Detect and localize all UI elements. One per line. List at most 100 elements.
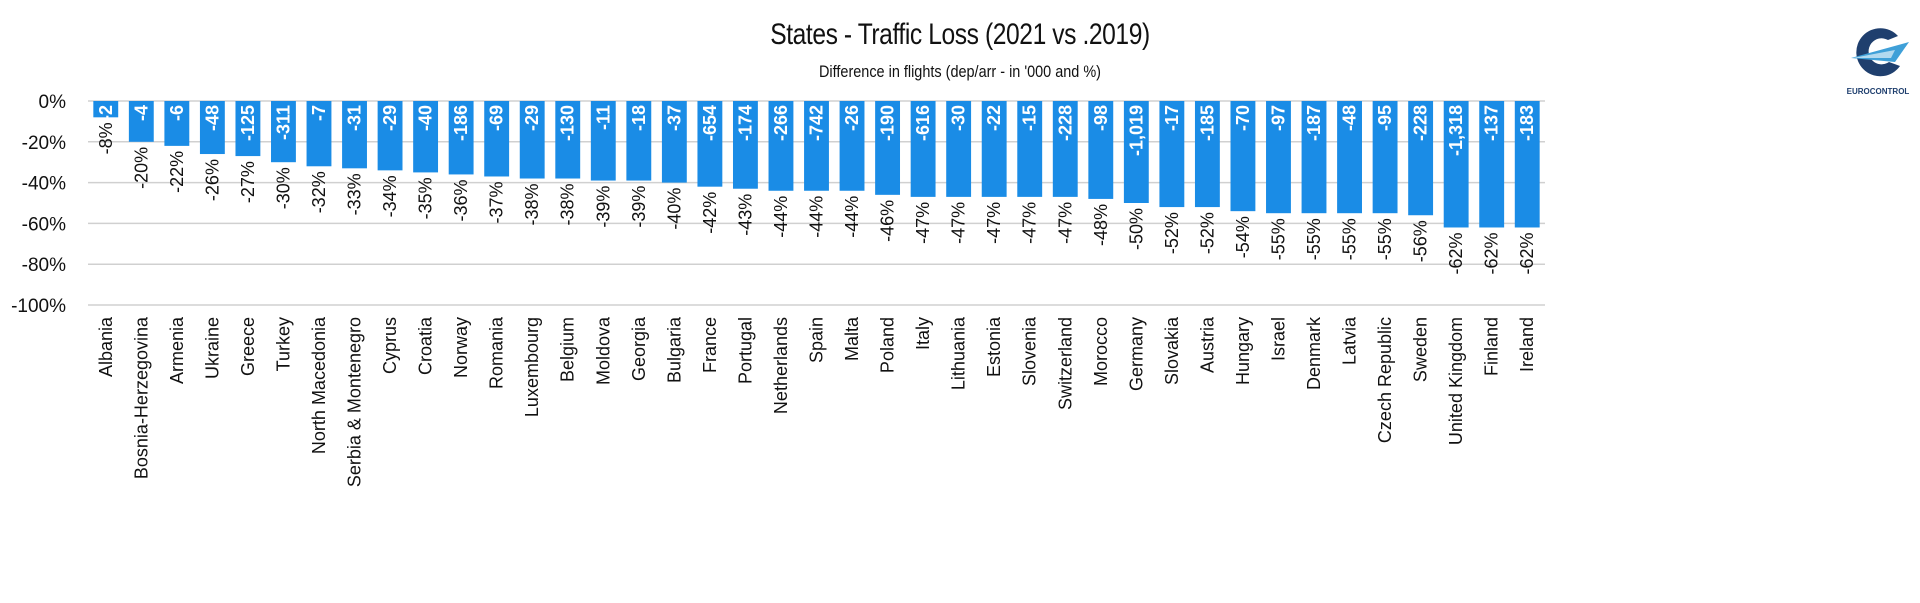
bar-value-percent: -42% — [700, 192, 720, 234]
x-category-label: Denmark — [1304, 316, 1324, 390]
bar — [519, 101, 545, 179]
bar-value-thousands: -1,318 — [1446, 105, 1466, 156]
y-tick-label: -100% — [11, 296, 66, 317]
bar-group: -137 -62% — [1479, 101, 1505, 275]
x-category-label: Portugal — [735, 317, 755, 384]
bar-value-thousands: -95 — [1375, 105, 1395, 131]
bar-group: -69 -37% — [484, 101, 510, 224]
bar — [981, 101, 1007, 197]
bar-value-percent: -52% — [1162, 212, 1182, 254]
bar — [839, 101, 865, 191]
y-tick-label: 0% — [39, 92, 67, 113]
bar — [946, 101, 972, 197]
bar-value-thousands: -228 — [1055, 105, 1075, 141]
x-category-label: Bulgaria — [664, 316, 684, 383]
x-axis: Albania Bosnia-Herzegovina Armenia Ukraine G… — [96, 316, 1537, 487]
bar-value-percent: -52% — [1197, 212, 1217, 254]
y-tick-label: -40% — [22, 174, 66, 195]
x-category-label: Greece — [238, 317, 258, 376]
bar — [1479, 101, 1505, 228]
bar-value-percent: -62% — [1482, 232, 1502, 274]
bar — [661, 101, 687, 183]
bar-value-thousands: -48 — [1340, 105, 1360, 131]
bar — [626, 101, 652, 181]
bar-value-thousands: -1,019 — [1126, 105, 1146, 156]
x-category-label: Malta — [842, 316, 862, 361]
bar — [1123, 101, 1149, 203]
x-category-label: Germany — [1126, 317, 1146, 391]
bar — [910, 101, 936, 197]
bar-value-thousands: -4 — [131, 105, 151, 121]
bar-value-percent: -30% — [273, 167, 293, 209]
bar-value-percent: -8% — [96, 122, 116, 154]
bar-value-thousands: -130 — [558, 105, 578, 141]
bar — [1337, 101, 1362, 214]
x-category-label: Czech Republic — [1375, 317, 1395, 443]
bar — [1230, 101, 1256, 212]
x-category-label: Turkey — [273, 317, 293, 371]
y-tick-label: -80% — [22, 255, 66, 276]
bar-group: -186 -36% — [448, 101, 474, 221]
bar-group: -22 -47% — [981, 101, 1007, 244]
bar-group: -616 -47% — [910, 101, 936, 244]
bar-value-percent: -44% — [842, 196, 862, 238]
bar-value-thousands: -311 — [273, 105, 293, 140]
bar — [377, 101, 403, 171]
x-category-label: Romania — [487, 316, 507, 389]
bar-value-percent: -56% — [1411, 220, 1431, 262]
x-category-label: United Kingdom — [1446, 317, 1466, 445]
bar-value-thousands: -97 — [1268, 105, 1288, 131]
x-category-label: Slovakia — [1162, 316, 1182, 385]
x-category-label: Netherlands — [771, 317, 791, 414]
bar-value-thousands: -31 — [345, 105, 365, 131]
bar-group: -29 -38% — [519, 101, 545, 226]
bar-value-thousands: -190 — [878, 105, 898, 141]
bar-value-percent: -43% — [735, 194, 755, 236]
bar-group: -26 -44% — [839, 101, 865, 238]
bar-value-percent: -47% — [984, 202, 1004, 244]
bar-value-percent: -22% — [167, 151, 187, 193]
x-category-label: Armenia — [167, 316, 187, 384]
y-tick-label: -60% — [22, 214, 66, 235]
x-category-label: Albania — [96, 316, 116, 377]
x-category-label: Bosnia-Herzegovina — [131, 316, 151, 479]
bar-value-percent: -62% — [1446, 232, 1466, 274]
bar — [590, 101, 616, 181]
bar-value-thousands: -185 — [1197, 105, 1217, 141]
bar-group: -183 -62% — [1514, 101, 1540, 275]
bar-value-thousands: -37 — [664, 105, 684, 131]
x-category-label: North Macedonia — [309, 316, 329, 454]
bar-value-thousands: -137 — [1482, 105, 1502, 141]
chart-title: States - Traffic Loss (2021 vs .2019) — [770, 18, 1150, 51]
bar — [1443, 101, 1469, 228]
bar-value-thousands: -15 — [1020, 105, 1040, 131]
x-category-label: Switzerland — [1055, 317, 1075, 410]
bar-value-thousands: -29 — [522, 105, 542, 131]
bar-value-percent: -26% — [202, 159, 222, 201]
bar-value-thousands: -26 — [842, 105, 862, 131]
bar-value-percent: -47% — [949, 202, 969, 244]
x-category-label: Belgium — [558, 317, 578, 382]
x-category-label: Poland — [878, 317, 898, 373]
y-axis: 0% -20% -40% -60% -80% -100% — [11, 92, 66, 317]
bar-group: -228 -47% — [1052, 101, 1078, 244]
x-category-label: Morocco — [1091, 317, 1111, 386]
x-category-label: Latvia — [1340, 316, 1360, 365]
bar — [697, 101, 723, 187]
x-category-label: Italy — [913, 317, 933, 350]
bar-value-thousands: -11 — [593, 105, 613, 130]
bar-value-thousands: -654 — [700, 105, 720, 141]
bar-value-percent: -48% — [1091, 204, 1111, 246]
x-category-label: France — [700, 317, 720, 373]
bar-value-thousands: -266 — [771, 105, 791, 141]
bar — [1301, 101, 1327, 214]
bar-value-thousands: -29 — [380, 105, 400, 131]
bar-group: -30 -47% — [946, 101, 972, 244]
bar-group: -742 -44% — [804, 101, 829, 238]
x-category-label: Israel — [1268, 317, 1288, 361]
bar-value-thousands: -228 — [1411, 105, 1431, 141]
x-category-label: Lithuania — [949, 316, 969, 390]
bar-value-percent: -47% — [1055, 202, 1075, 244]
bar-group: -15 -47% — [1017, 101, 1043, 244]
